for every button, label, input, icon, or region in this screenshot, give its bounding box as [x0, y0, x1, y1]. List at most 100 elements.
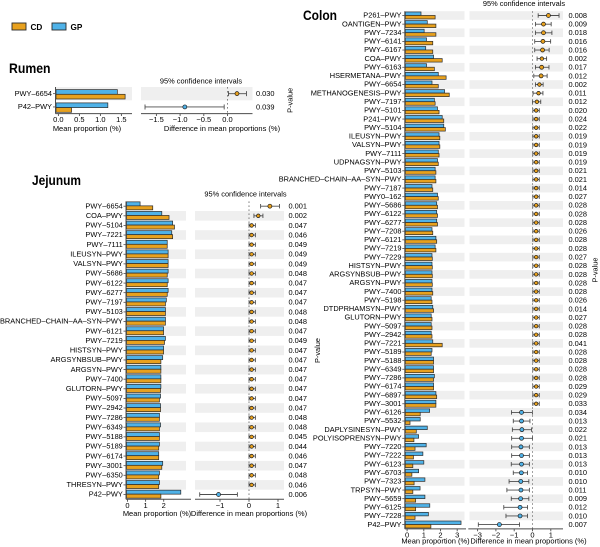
svg-text:P261–PWY: P261–PWY [363, 11, 401, 20]
svg-text:0.028: 0.028 [569, 322, 588, 331]
svg-text:PWY–7229: PWY–7229 [364, 252, 401, 261]
svg-text:3: 3 [455, 531, 459, 540]
svg-text:PWY–6349: PWY–6349 [85, 422, 122, 431]
svg-text:0.013: 0.013 [569, 451, 588, 460]
svg-text:PWY–6121: PWY–6121 [85, 326, 122, 335]
svg-text:0.019: 0.019 [569, 149, 588, 158]
svg-text:HISTSYN–PWY: HISTSYN–PWY [349, 261, 402, 270]
svg-text:0.028: 0.028 [569, 218, 588, 227]
svg-text:0.008: 0.008 [569, 11, 588, 20]
svg-text:0.021: 0.021 [569, 434, 588, 443]
svg-text:PWY–6174: PWY–6174 [85, 451, 122, 460]
svg-text:PWY–5532: PWY–5532 [364, 416, 401, 425]
svg-text:2: 2 [438, 531, 442, 540]
svg-text:0.002: 0.002 [569, 54, 588, 63]
svg-text:Difference in mean proportions: Difference in mean proportions (%) [164, 124, 281, 133]
svg-text:0: 0 [247, 501, 251, 510]
svg-text:0.009: 0.009 [569, 20, 588, 29]
svg-text:PWY–6126: PWY–6126 [364, 408, 401, 417]
svg-text:0.047: 0.047 [289, 375, 308, 384]
svg-text:0.002: 0.002 [289, 211, 308, 220]
svg-text:PWY–5104: PWY–5104 [364, 123, 401, 132]
svg-text:VALSYN–PWY: VALSYN–PWY [73, 259, 123, 268]
svg-text:0.009: 0.009 [569, 494, 588, 503]
svg-text:0.011: 0.011 [569, 89, 587, 98]
svg-text:ARGSYN–PWY: ARGSYN–PWY [349, 278, 401, 287]
svg-text:0.022: 0.022 [569, 123, 588, 132]
svg-text:POLYISOPRENSYN–PWY: POLYISOPRENSYN–PWY [313, 433, 402, 442]
svg-text:0.006: 0.006 [289, 490, 308, 499]
svg-text:PWY–5188: PWY–5188 [85, 432, 122, 441]
svg-text:PWY–6122: PWY–6122 [364, 209, 401, 218]
svg-text:1.5: 1.5 [116, 115, 126, 124]
svg-text:GLUTORN–PWY: GLUTORN–PWY [345, 313, 402, 322]
svg-text:0.047: 0.047 [289, 365, 308, 374]
svg-text:P241–PWY: P241–PWY [363, 114, 401, 123]
svg-text:0.0: 0.0 [222, 115, 232, 124]
svg-text:0: 0 [405, 531, 409, 540]
svg-text:VALSYN–PWY: VALSYN–PWY [352, 140, 402, 149]
svg-text:0.028: 0.028 [569, 209, 588, 218]
svg-text:ARGSYNBSUB–PWY: ARGSYNBSUB–PWY [329, 270, 401, 279]
svg-text:PWY–5097: PWY–5097 [364, 321, 401, 330]
svg-text:PWY–7286: PWY–7286 [364, 373, 401, 382]
svg-text:P42–PWY: P42–PWY [367, 520, 401, 529]
svg-text:0.013: 0.013 [569, 442, 588, 451]
svg-text:ARGSYN–PWY: ARGSYN–PWY [71, 365, 123, 374]
svg-text:Difference in mean proportions: Difference in mean proportions (%) [470, 537, 587, 546]
svg-text:CD: CD [31, 23, 43, 32]
svg-text:PWY–3001: PWY–3001 [85, 461, 122, 470]
svg-text:DAPLYSINESYN–PWY: DAPLYSINESYN–PWY [324, 425, 401, 434]
svg-text:0.047: 0.047 [289, 298, 308, 307]
svg-text:0.012: 0.012 [569, 503, 588, 512]
svg-text:95% confidence intervals: 95% confidence intervals [160, 77, 242, 86]
svg-text:0.016: 0.016 [569, 37, 588, 46]
svg-text:PWY–7400: PWY–7400 [364, 287, 401, 296]
svg-text:PWY–7400: PWY–7400 [85, 374, 122, 383]
svg-text:0.028: 0.028 [569, 330, 588, 339]
svg-text:0.047: 0.047 [289, 327, 308, 336]
svg-text:PWY–7234: PWY–7234 [364, 28, 401, 37]
svg-text:0.049: 0.049 [289, 336, 308, 345]
svg-text:−2: −2 [492, 531, 501, 540]
svg-text:PWY–5101: PWY–5101 [364, 106, 401, 115]
svg-text:PWY–7228: PWY–7228 [364, 511, 401, 520]
svg-text:0.012: 0.012 [569, 71, 588, 80]
svg-text:0.028: 0.028 [569, 347, 588, 356]
svg-text:PWY–2942: PWY–2942 [364, 330, 401, 339]
svg-text:PWY–5686: PWY–5686 [364, 201, 401, 210]
svg-text:PWY–5198: PWY–5198 [364, 295, 401, 304]
svg-text:0.028: 0.028 [569, 278, 588, 287]
svg-text:0.019: 0.019 [569, 158, 588, 167]
svg-text:0.046: 0.046 [289, 480, 308, 489]
svg-text:DTDPRHAMSYN–PWY: DTDPRHAMSYN–PWY [323, 304, 401, 313]
svg-text:COA–PWY: COA–PWY [86, 211, 123, 220]
svg-text:0.047: 0.047 [289, 394, 308, 403]
svg-text:−1.5: −1.5 [149, 115, 164, 124]
svg-text:0.044: 0.044 [289, 442, 308, 451]
svg-text:1: 1 [422, 531, 426, 540]
svg-text:PWY–3001: PWY–3001 [364, 399, 401, 408]
svg-text:PWY–6350: PWY–6350 [85, 470, 122, 479]
svg-text:Difference in mean proportions: Difference in mean proportions (%) [191, 509, 308, 518]
svg-text:HISTSYN–PWY: HISTSYN–PWY [70, 346, 123, 355]
svg-text:0.014: 0.014 [569, 183, 588, 192]
svg-text:PWY–6703: PWY–6703 [364, 468, 401, 477]
svg-text:PWY–5188: PWY–5188 [364, 356, 401, 365]
svg-text:ILEUSYN–PWY: ILEUSYN–PWY [70, 249, 123, 258]
svg-text:0.041: 0.041 [569, 339, 588, 348]
svg-text:0.013: 0.013 [569, 460, 588, 469]
svg-text:0.017: 0.017 [569, 63, 588, 72]
svg-text:−1.0: −1.0 [173, 115, 188, 124]
svg-text:0.026: 0.026 [569, 227, 588, 236]
svg-text:Mean proportion (%): Mean proportion (%) [53, 124, 122, 133]
svg-text:0.049: 0.049 [289, 240, 308, 249]
svg-text:PWY–7187: PWY–7187 [364, 183, 401, 192]
svg-text:1: 1 [549, 531, 553, 540]
svg-text:1: 1 [144, 501, 148, 510]
svg-text:0.047: 0.047 [289, 403, 308, 412]
svg-text:0.028: 0.028 [569, 373, 588, 382]
svg-text:−3: −3 [473, 531, 482, 540]
svg-text:PWY–5686: PWY–5686 [85, 269, 122, 278]
svg-text:PWY–6167: PWY–6167 [364, 45, 401, 54]
